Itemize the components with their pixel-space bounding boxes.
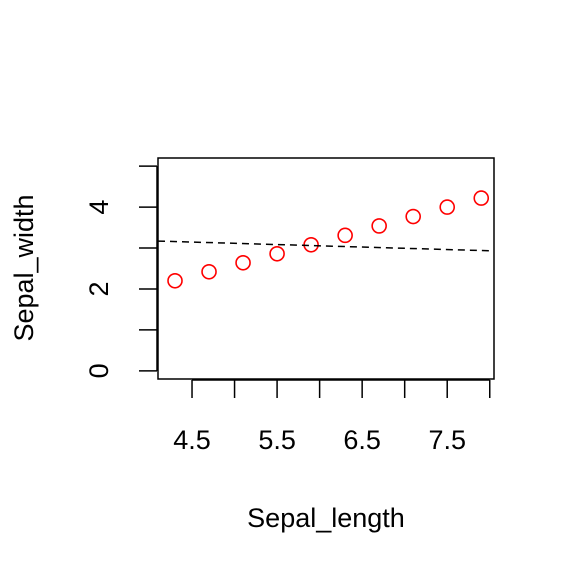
data-point <box>201 263 217 280</box>
y-tick-label: 0 <box>84 363 114 378</box>
x-tick-label: 5.5 <box>258 425 296 455</box>
data-point <box>269 245 285 262</box>
data-point <box>405 208 421 225</box>
plot-frame <box>157 157 495 380</box>
y-tick-label: 2 <box>84 281 114 296</box>
plot-marks <box>157 190 495 289</box>
x-tick-label: 4.5 <box>173 425 211 455</box>
data-point <box>235 254 251 271</box>
y-axis-label: Sepal_width <box>9 194 39 341</box>
data-point <box>371 218 387 234</box>
y-axis: 0 2 4 <box>84 165 158 378</box>
data-point <box>439 199 456 215</box>
x-axis: 4.5 5.5 6.5 7.5 <box>173 379 491 455</box>
data-point <box>473 190 490 206</box>
data-point <box>337 227 353 244</box>
y-tick-label: 4 <box>84 200 114 215</box>
trend-line <box>157 240 495 252</box>
x-tick-label: 6.5 <box>343 425 381 455</box>
data-point <box>167 272 183 289</box>
x-tick-label: 7.5 <box>428 425 466 455</box>
x-axis-label: Sepal_length <box>247 503 405 533</box>
